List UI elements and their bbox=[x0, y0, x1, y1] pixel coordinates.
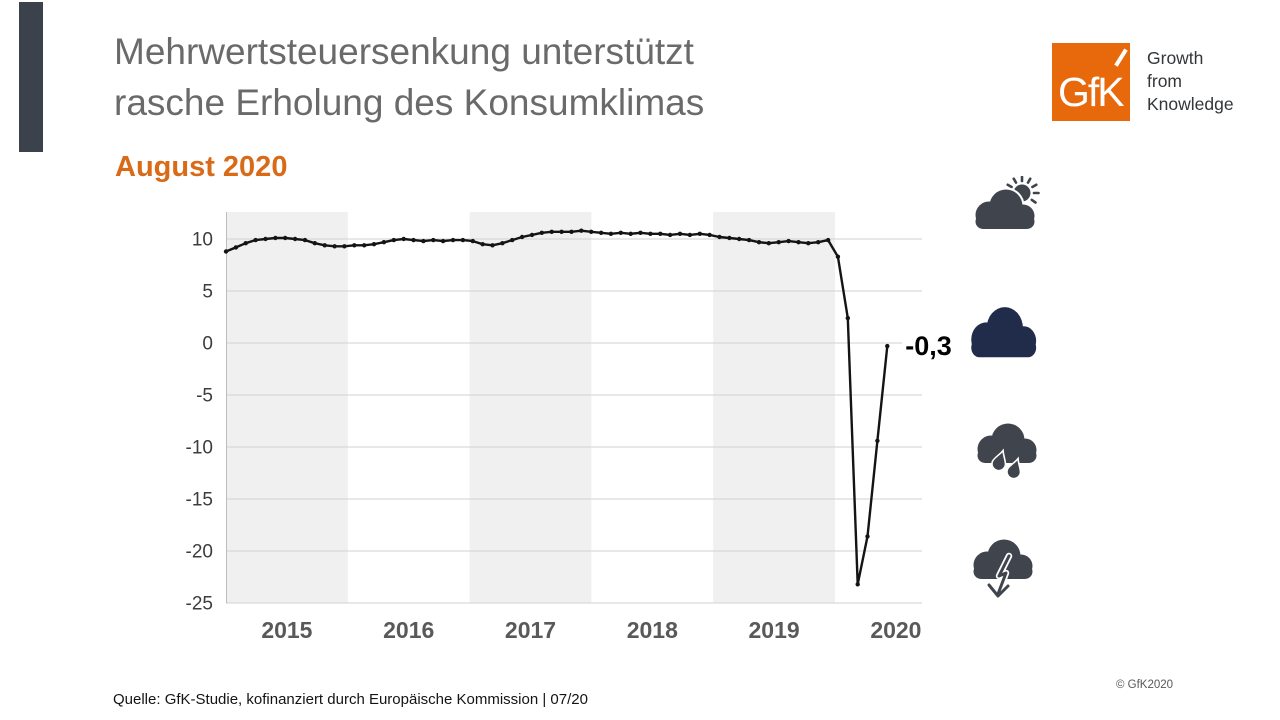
svg-text:-10: -10 bbox=[186, 438, 213, 459]
page-title: Mehrwertsteuersenkung unterstützt rasche… bbox=[114, 26, 704, 128]
year-shading-bands bbox=[226, 212, 835, 603]
svg-text:2020: 2020 bbox=[870, 617, 921, 643]
slide-accent-bar bbox=[19, 2, 43, 152]
x-axis-year-labels: 2015 2016 2017 2018 2019 2020 bbox=[261, 617, 921, 643]
svg-text:-5: -5 bbox=[196, 386, 213, 407]
svg-text:2016: 2016 bbox=[383, 617, 434, 643]
page-subtitle: August 2020 bbox=[115, 151, 288, 183]
svg-text:2019: 2019 bbox=[749, 617, 800, 643]
sun-behind-cloud-icon bbox=[973, 176, 1040, 231]
source-note: Quelle: GfK-Studie, kofinanziert durch E… bbox=[113, 691, 588, 708]
page-title-line1: Mehrwertsteuersenkung unterstützt bbox=[114, 31, 694, 72]
chart-end-value-label: -0,3 bbox=[902, 330, 955, 363]
sun-rays bbox=[1006, 176, 1040, 204]
logo-tagline: Growth from Knowledge bbox=[1147, 47, 1234, 116]
svg-text:2015: 2015 bbox=[261, 617, 312, 643]
svg-text:-25: -25 bbox=[186, 594, 213, 615]
svg-text:0: 0 bbox=[202, 334, 213, 355]
svg-text:10: 10 bbox=[192, 230, 213, 251]
logo-tagline-line3: Knowledge bbox=[1147, 94, 1234, 114]
logo-tagline-line1: Growth bbox=[1147, 48, 1204, 68]
gridlines-and-y-axis: 10 5 0 -5 -10 -15 -20 -25 bbox=[186, 212, 922, 615]
data-line-with-markers bbox=[223, 228, 890, 587]
dark-cloud-icon bbox=[971, 307, 1037, 358]
svg-text:-15: -15 bbox=[186, 490, 213, 511]
svg-text:2017: 2017 bbox=[505, 617, 556, 643]
svg-text:-20: -20 bbox=[186, 542, 213, 563]
cloud-falling-arrow-icon bbox=[973, 539, 1033, 600]
rain-cloud-icon bbox=[977, 423, 1037, 480]
logo-tagline-line2: from bbox=[1147, 71, 1182, 91]
copyright-note: © GfK2020 bbox=[1116, 679, 1174, 691]
gfk-logo-mark: GfK bbox=[1058, 69, 1125, 115]
svg-text:5: 5 bbox=[202, 282, 213, 303]
gfk-logo: GfK bbox=[1052, 43, 1130, 121]
svg-text:2018: 2018 bbox=[627, 617, 678, 643]
page-title-line2: rasche Erholung des Konsumklimas bbox=[114, 82, 705, 123]
